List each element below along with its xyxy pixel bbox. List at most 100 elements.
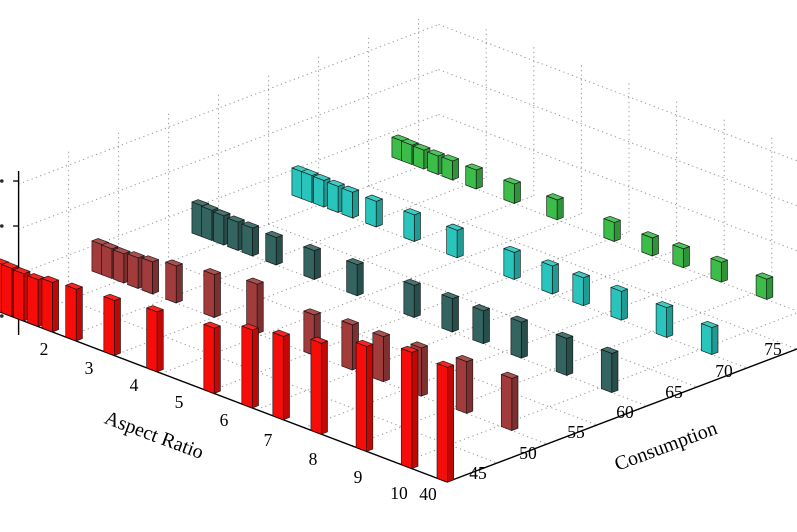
- bar-face: [456, 227, 464, 259]
- bar-face: [682, 246, 690, 269]
- x-tick-label: 10: [390, 483, 408, 503]
- bar-face: [611, 350, 619, 393]
- bar-face: [391, 136, 403, 162]
- bar: [603, 215, 621, 242]
- bar: [446, 223, 464, 259]
- bar-face: [213, 211, 225, 246]
- bar-face: [447, 364, 455, 483]
- grid-line: [438, 114, 797, 252]
- z-tick-label-clipped: [0, 314, 4, 318]
- bar: [400, 345, 419, 469]
- bar-face: [766, 276, 774, 300]
- bar-face: [141, 257, 153, 295]
- y-axis-line: [446, 348, 797, 483]
- bar-face: [556, 197, 564, 221]
- bar: [441, 291, 459, 333]
- y-tick-label: 65: [665, 382, 683, 402]
- bar: [455, 354, 474, 414]
- bar-face: [301, 171, 313, 203]
- bar-face: [555, 334, 567, 376]
- bar: [203, 268, 221, 318]
- grid-line: [418, 166, 797, 312]
- bar: [641, 231, 659, 257]
- bar-face: [327, 182, 339, 213]
- bar-face: [313, 176, 325, 208]
- bar: [403, 278, 421, 318]
- x-tick-label: 6: [220, 410, 229, 430]
- bar-face: [503, 179, 515, 204]
- bar-face: [401, 140, 413, 165]
- bar-face: [365, 197, 377, 228]
- bar: [672, 242, 690, 269]
- bar-face: [303, 246, 315, 280]
- bar-face: [275, 234, 283, 266]
- bar: [555, 331, 574, 376]
- bar-face: [413, 212, 421, 242]
- bar-face: [346, 260, 358, 297]
- y-tick-label: 45: [469, 463, 487, 483]
- y-axis-title: Consumption: [612, 417, 721, 475]
- bar-face: [427, 151, 439, 175]
- bar-face: [101, 244, 113, 279]
- x-tick-label: 2: [40, 339, 49, 359]
- bar: [500, 371, 519, 431]
- grid-line: [18, 24, 439, 185]
- bar-face: [403, 210, 415, 242]
- x-tick-label: 7: [264, 430, 273, 450]
- bar-face: [256, 281, 264, 335]
- bar-face: [191, 201, 203, 238]
- bar-face: [241, 325, 253, 409]
- bar: [241, 323, 259, 409]
- bar-face: [672, 244, 684, 269]
- bar: [436, 360, 455, 483]
- bar-face: [0, 258, 9, 265]
- bar-face: [655, 303, 667, 338]
- grid-line: [168, 261, 598, 426]
- bar-face: [613, 219, 621, 242]
- bar-face: [520, 319, 528, 359]
- bar: [146, 305, 164, 373]
- bar: [541, 259, 559, 295]
- bar-face: [451, 295, 459, 333]
- bar-face: [213, 325, 221, 394]
- bar-face: [291, 167, 303, 200]
- bar-face: [375, 198, 383, 228]
- bar-face: [472, 306, 484, 345]
- bar-face: [513, 181, 521, 204]
- bar: [700, 320, 719, 355]
- bar-face: [356, 262, 364, 297]
- bar-face: [411, 349, 419, 469]
- grid-line: [68, 299, 498, 464]
- bar: [272, 329, 290, 421]
- bar-face: [420, 345, 428, 397]
- bar: [265, 230, 283, 266]
- x-axis-title: Aspect Ratio: [102, 407, 207, 464]
- bars: [0, 134, 774, 483]
- bar-face: [41, 278, 53, 333]
- bar-face: [1, 264, 13, 317]
- grid-lines: [18, 17, 797, 465]
- bar-face: [572, 273, 584, 307]
- bar-face: [366, 343, 374, 452]
- bar: [503, 177, 521, 204]
- bar-face: [610, 287, 622, 321]
- bar-face: [403, 281, 415, 318]
- bar-face: [201, 206, 213, 241]
- bar-face: [313, 247, 321, 280]
- x-tick-label: 4: [130, 375, 139, 395]
- bar-face: [441, 294, 453, 333]
- bar-face: [551, 263, 559, 295]
- bar-face: [475, 167, 483, 190]
- bar: [572, 271, 590, 307]
- bar-face: [452, 158, 459, 181]
- bar: [65, 282, 83, 342]
- bar-face: [603, 218, 615, 242]
- bar-face: [446, 225, 458, 259]
- bar-face: [156, 309, 164, 373]
- bar: [165, 259, 183, 304]
- bar: [310, 336, 328, 435]
- bar: [103, 293, 121, 356]
- bar-face: [103, 296, 115, 356]
